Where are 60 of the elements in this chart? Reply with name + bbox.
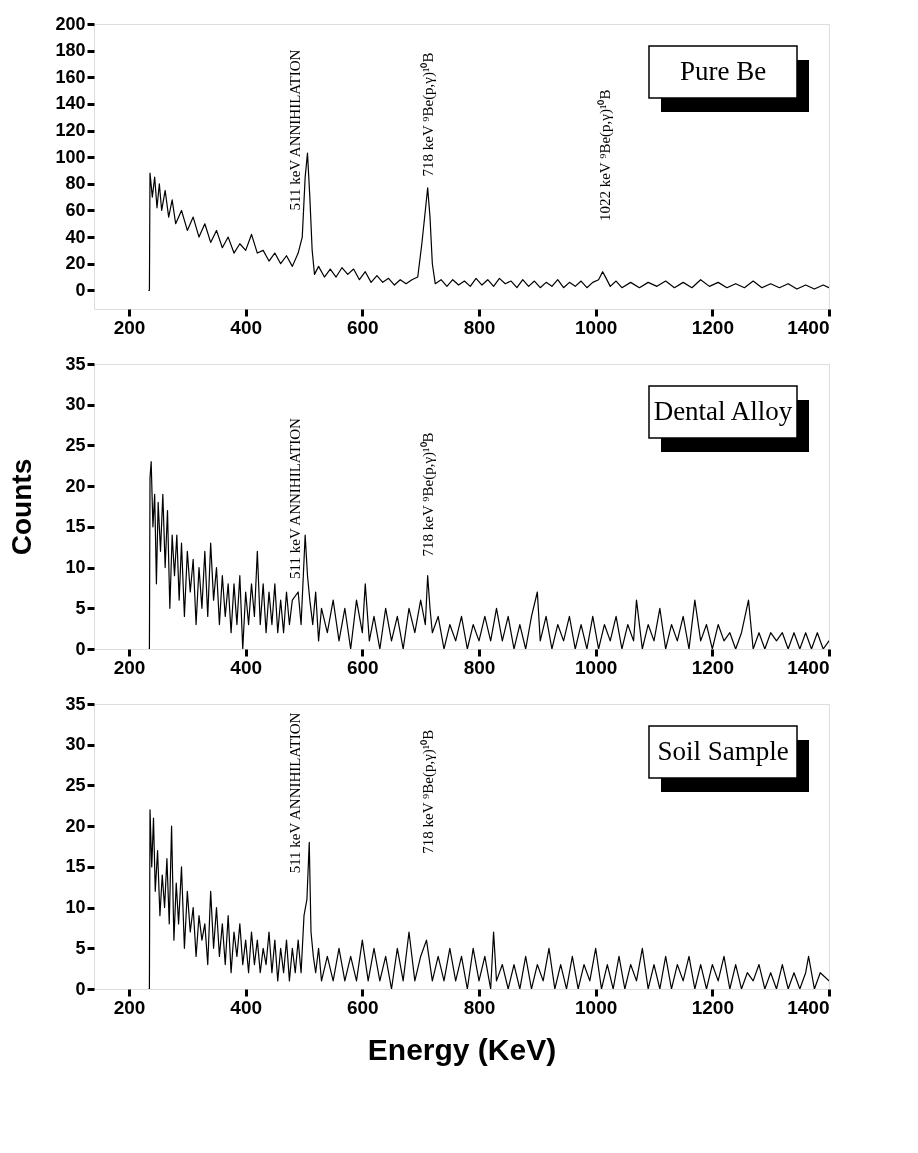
y-tick-label: 35 — [65, 693, 86, 714]
annotation: 1022 keV ⁹Be(p,γ)¹⁰B — [596, 89, 614, 222]
y-tick-label: 100 — [55, 146, 86, 167]
x-tick-label: 600 — [346, 316, 379, 338]
x-tick-label: 400 — [230, 316, 263, 338]
y-tick-label: 20 — [65, 253, 86, 274]
y-tick-label: 80 — [65, 173, 86, 194]
y-tick-label: 180 — [55, 40, 86, 61]
x-tick-label: 800 — [463, 996, 496, 1018]
y-tick-label: 0 — [75, 279, 86, 300]
y-tick-label: 20 — [65, 815, 86, 836]
x-tick-label: 1000 — [575, 996, 618, 1018]
y-tick-label: 25 — [65, 774, 86, 795]
y-tick-label: 160 — [55, 66, 86, 87]
y-tick-label: 30 — [65, 734, 86, 755]
text: Dental Alloy — [653, 396, 793, 426]
x-tick-label: 1000 — [575, 656, 618, 678]
annotation: 718 keV ⁹Be(p,γ)¹⁰B — [420, 52, 438, 177]
y-tick-label: 20 — [65, 475, 86, 496]
y-tick-label: 25 — [65, 434, 86, 455]
annotation: 718 keV ⁹Be(p,γ)¹⁰B — [420, 432, 438, 557]
x-tick-label: 1400 — [787, 996, 830, 1018]
annotation: 511 keV ANNIHILATION — [287, 417, 304, 579]
y-tick-label: 15 — [65, 516, 86, 537]
x-tick-label: 800 — [463, 656, 496, 678]
x-axis-title: Energy (KeV) — [367, 1032, 557, 1066]
y-tick-label: 10 — [65, 557, 86, 578]
y-tick-label: 15 — [65, 856, 86, 877]
y-tick-label: 120 — [55, 120, 86, 141]
x-tick-label: 200 — [113, 656, 146, 678]
x-tick-label: 400 — [230, 996, 263, 1018]
y-tick-label: 5 — [75, 597, 86, 618]
y-tick-label: 5 — [75, 937, 86, 958]
text: Soil Sample — [657, 736, 789, 766]
x-tick-label: 200 — [113, 996, 146, 1018]
y-tick-label: 200 — [55, 13, 86, 34]
x-tick-label: 1200 — [691, 656, 734, 678]
x-tick-label: 1000 — [575, 316, 618, 338]
x-tick-label: 200 — [113, 316, 146, 338]
x-tick-label: 800 — [463, 316, 496, 338]
y-tick-label: 0 — [75, 638, 86, 659]
y-tick-label: 10 — [65, 897, 86, 918]
x-tick-label: 600 — [346, 656, 379, 678]
y-axis-title: Counts — [6, 458, 38, 556]
x-tick-label: 400 — [230, 656, 263, 678]
x-tick-label: 600 — [346, 996, 379, 1018]
x-tick-label: 1200 — [691, 996, 734, 1018]
y-tick-label: 35 — [65, 353, 86, 374]
y-tick-label: 0 — [75, 978, 86, 999]
y-tick-label: 140 — [55, 93, 86, 114]
x-tick-label: 1200 — [691, 316, 734, 338]
y-tick-label: 60 — [65, 199, 86, 220]
annotation: 511 keV ANNIHILATION — [287, 49, 304, 211]
x-tick-label: 1400 — [787, 656, 830, 678]
x-tick-label: 1400 — [787, 316, 830, 338]
y-tick-label: 40 — [65, 226, 86, 247]
annotation: 718 keV ⁹Be(p,γ)¹⁰B — [420, 729, 438, 854]
text: Pure Be — [679, 56, 767, 86]
annotation: 511 keV ANNIHILATION — [287, 712, 304, 874]
y-tick-label: 30 — [65, 394, 86, 415]
